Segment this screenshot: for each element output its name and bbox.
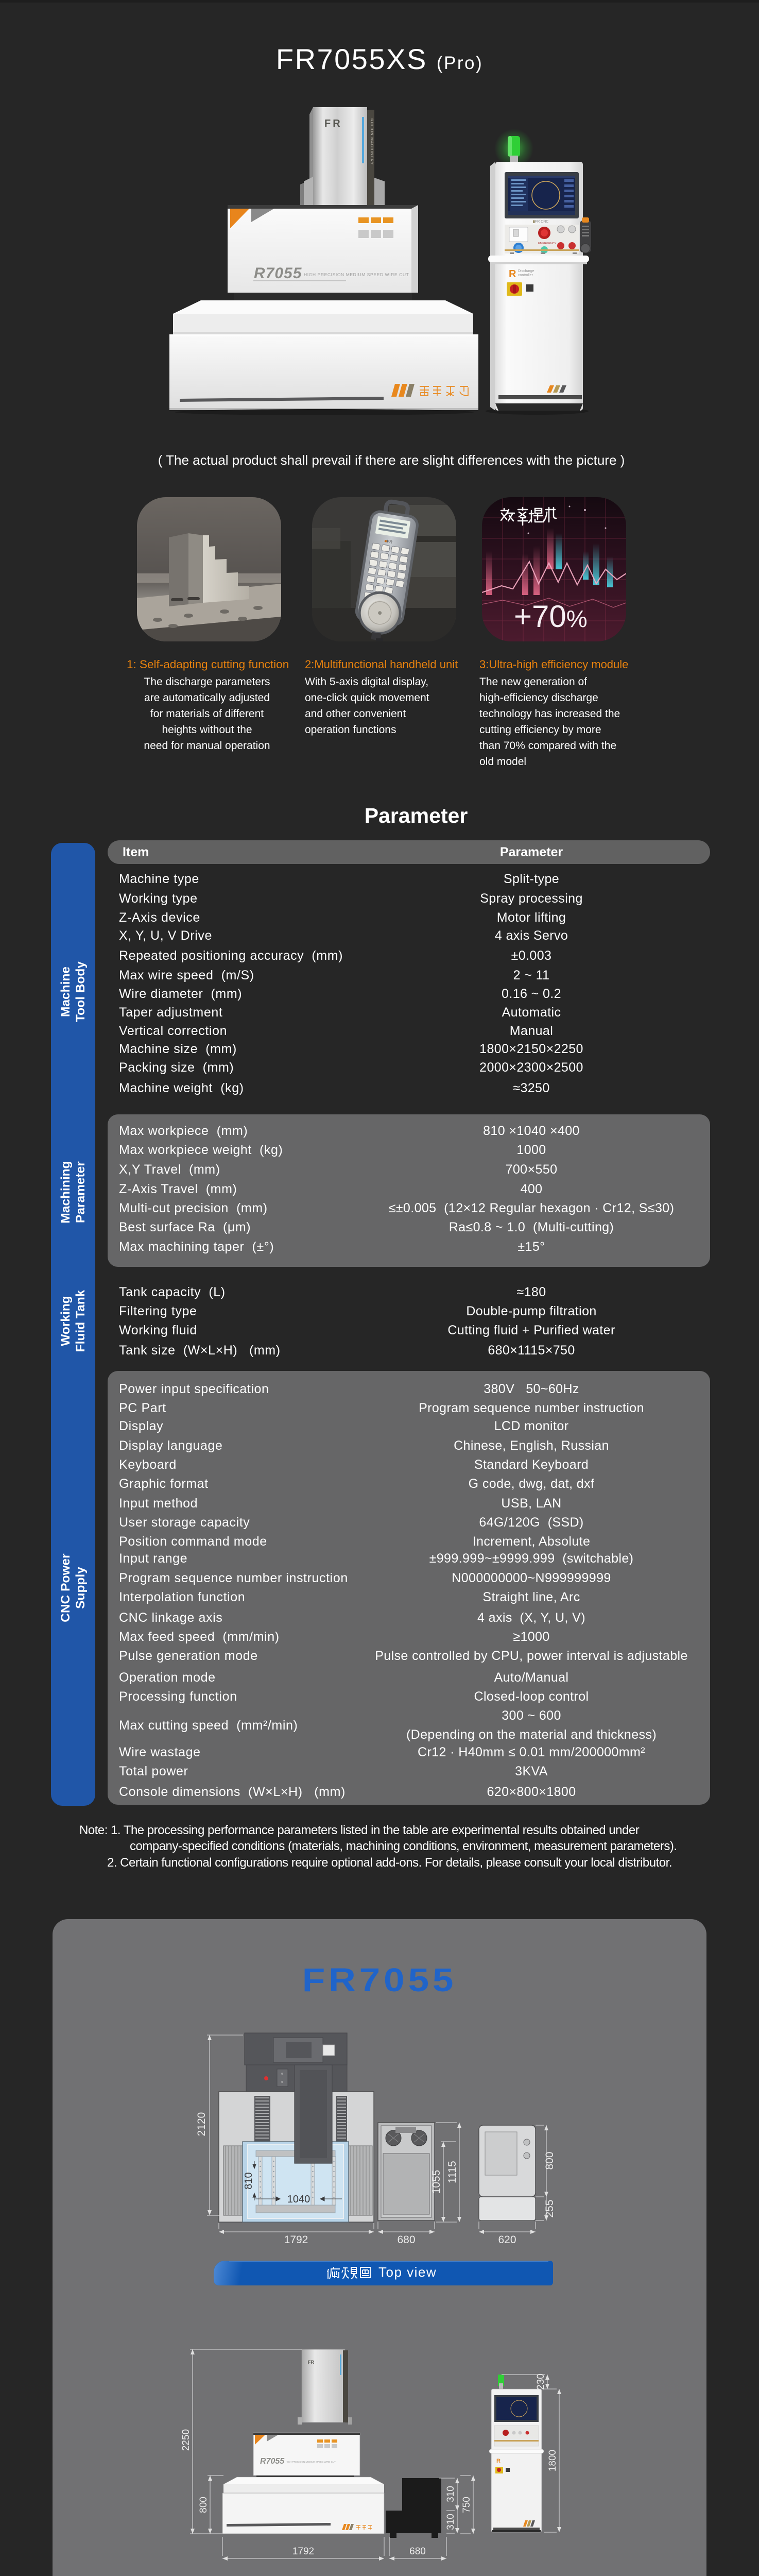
svg-text:1800: 1800 <box>547 2450 558 2471</box>
svg-text:810: 810 <box>243 2172 254 2189</box>
svg-text:R: R <box>496 2458 501 2464</box>
svg-text:controller: controller <box>518 274 533 277</box>
svg-text:■FR: ■FR <box>384 538 393 544</box>
svg-text:750: 750 <box>461 2497 472 2513</box>
svg-text:RUIJUN MACHINERY: RUIJUN MACHINERY <box>370 118 374 165</box>
svg-text:R7055: R7055 <box>260 2457 285 2466</box>
svg-text:+70%: +70% <box>514 599 588 634</box>
svg-text:620: 620 <box>498 2234 516 2246</box>
svg-text:680: 680 <box>409 2546 426 2557</box>
svg-text:1792: 1792 <box>284 2234 308 2246</box>
svg-text:1040: 1040 <box>287 2194 310 2205</box>
svg-text:HIGH PRECISION MEDIUM SPEED WI: HIGH PRECISION MEDIUM SPEED WIRE CUT <box>286 2461 336 2463</box>
svg-text:230: 230 <box>536 2374 546 2390</box>
svg-text:1115: 1115 <box>446 2161 458 2183</box>
svg-text:2120: 2120 <box>196 2112 208 2137</box>
svg-text:1792: 1792 <box>292 2546 314 2557</box>
svg-text:680: 680 <box>397 2234 415 2246</box>
svg-text:Discharge: Discharge <box>518 269 534 273</box>
svg-text:HIGH PRECISION MEDIUM SPEED WI: HIGH PRECISION MEDIUM SPEED WIRE CUT <box>304 272 409 277</box>
svg-text:▮FR CNC: ▮FR CNC <box>533 220 548 224</box>
svg-text:310: 310 <box>445 2514 456 2530</box>
svg-text:1055: 1055 <box>430 2170 442 2194</box>
svg-text:FR: FR <box>308 2360 314 2365</box>
svg-text:800: 800 <box>198 2497 209 2513</box>
svg-text:EMERGENCY: EMERGENCY <box>538 242 557 245</box>
svg-text:2250: 2250 <box>181 2429 192 2451</box>
svg-text:255: 255 <box>544 2199 556 2217</box>
svg-text:R7055: R7055 <box>254 265 302 282</box>
svg-text:R: R <box>509 268 516 280</box>
svg-text:310: 310 <box>445 2486 456 2502</box>
svg-text:800: 800 <box>544 2151 556 2170</box>
svg-text:FR: FR <box>324 118 342 129</box>
